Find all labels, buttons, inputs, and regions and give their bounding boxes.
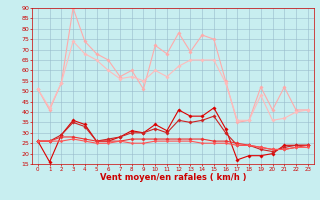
X-axis label: Vent moyen/en rafales ( km/h ): Vent moyen/en rafales ( km/h ) bbox=[100, 173, 246, 182]
